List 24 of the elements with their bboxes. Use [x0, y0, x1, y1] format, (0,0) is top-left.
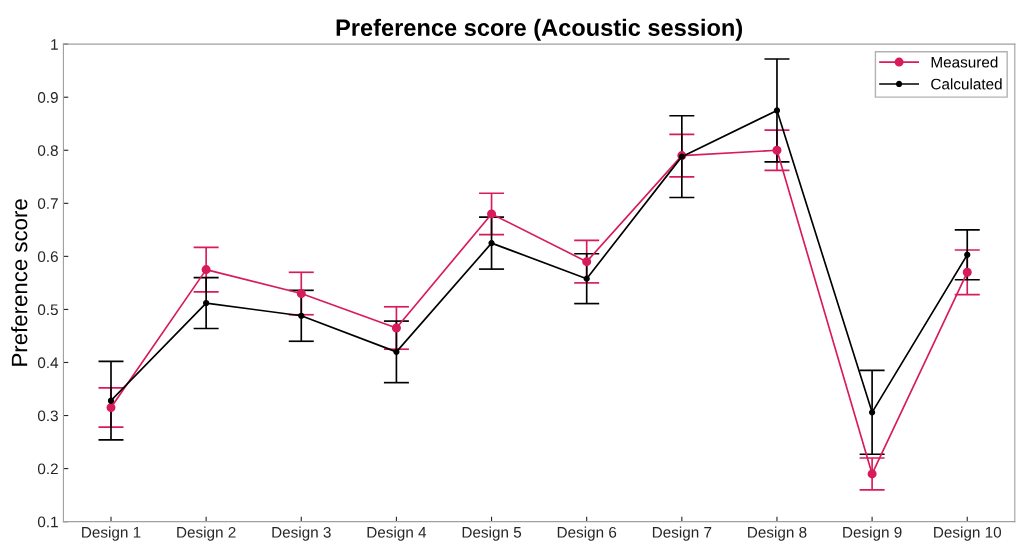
x-tick-label: Design 8 [748, 526, 807, 541]
x-tick-label: Design 9 [843, 526, 902, 541]
x-tick-label: Design 10 [934, 526, 1002, 541]
legend-label: Measured [931, 56, 998, 68]
legend-label: Calculated [931, 78, 1002, 90]
y-axis-title: Preference score [11, 199, 28, 366]
y-tick-label: 0.3 [37, 410, 58, 422]
x-tick-label: Design 1 [82, 526, 141, 541]
x-tick-label: Design 7 [652, 526, 712, 541]
y-tick-label: 0.4 [37, 357, 59, 369]
y-tick-label: 0.2 [37, 463, 58, 475]
y-tick-label: 0.1 [37, 516, 58, 528]
x-tick-label: Design 3 [272, 526, 331, 541]
x-tick-label: Design 4 [367, 526, 427, 541]
y-tick-label: 0.7 [37, 198, 58, 210]
y-tick-label: 0.8 [37, 145, 58, 156]
x-tick-label: Design 5 [462, 526, 522, 541]
y-tick-label: 0.6 [37, 251, 58, 263]
y-tick-label: 0.9 [37, 92, 58, 103]
chart-title: Preference score (Acoustic session) [336, 18, 743, 41]
y-tick-label: 0.5 [37, 304, 58, 316]
y-tick-label: 1 [51, 39, 58, 50]
x-tick-label: Design 2 [177, 526, 236, 541]
x-tick-label: Design 6 [557, 526, 617, 541]
